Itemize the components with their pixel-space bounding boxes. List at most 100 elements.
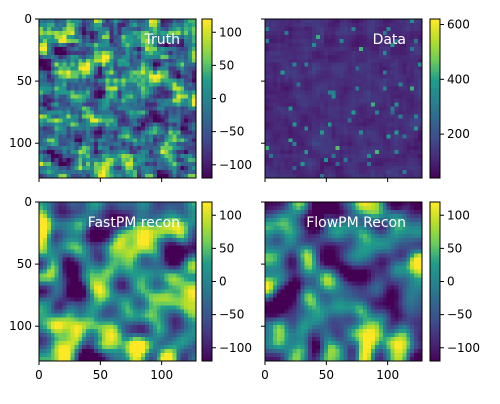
heatmap-cell <box>149 162 153 166</box>
heatmap-cell <box>59 210 63 214</box>
heatmap-cell <box>39 142 43 146</box>
heatmap-cell <box>289 146 293 150</box>
heatmap-cell <box>169 313 173 317</box>
heatmap-cell <box>375 150 379 154</box>
heatmap-cell <box>121 250 125 254</box>
heatmap-cell <box>153 234 157 238</box>
heatmap-cell <box>320 99 324 103</box>
heatmap-cell <box>410 35 414 39</box>
heatmap-cell <box>55 158 59 162</box>
heatmap-cell <box>86 170 90 174</box>
heatmap-cell <box>82 47 86 51</box>
heatmap-cell <box>367 146 371 150</box>
heatmap-cell <box>121 313 125 317</box>
heatmap-cell <box>74 102 78 106</box>
heatmap-cell <box>304 35 308 39</box>
heatmap-cell <box>90 122 94 126</box>
heatmap-cell <box>176 63 180 67</box>
heatmap-cell <box>51 162 55 166</box>
heatmap-cell <box>402 154 406 158</box>
heatmap-cell <box>340 67 344 71</box>
heatmap-cell <box>82 142 86 146</box>
heatmap-cell <box>102 238 106 242</box>
heatmap-cell <box>308 110 312 114</box>
heatmap-cell <box>55 122 59 126</box>
heatmap-cell <box>141 126 145 130</box>
heatmap-cell <box>176 170 180 174</box>
heatmap-cell <box>379 166 383 170</box>
heatmap-cell <box>125 99 129 103</box>
heatmap-cell <box>59 341 63 345</box>
heatmap-cell <box>137 110 141 114</box>
heatmap-cell <box>265 31 269 35</box>
heatmap-cell <box>66 238 70 242</box>
heatmap-cell <box>176 67 180 71</box>
heatmap-cell <box>137 158 141 162</box>
heatmap-cell <box>51 118 55 122</box>
heatmap-cell <box>102 63 106 67</box>
heatmap-cell <box>359 43 363 47</box>
heatmap-cell <box>161 99 165 103</box>
heatmap-cell <box>347 166 351 170</box>
heatmap-cell <box>47 246 51 250</box>
heatmap-cell <box>55 202 59 206</box>
heatmap-cell <box>300 110 304 114</box>
heatmap-cell <box>133 75 137 79</box>
heatmap-cell <box>78 313 82 317</box>
heatmap-cell <box>47 110 51 114</box>
heatmap-cell <box>332 43 336 47</box>
heatmap-cell <box>176 27 180 31</box>
heatmap-cell <box>176 293 180 297</box>
heatmap-cell <box>129 325 133 329</box>
heatmap-cell <box>78 206 82 210</box>
heatmap-cell <box>161 305 165 309</box>
heatmap-cell <box>133 27 137 31</box>
heatmap-cell <box>375 75 379 79</box>
heatmap-cell <box>344 166 348 170</box>
heatmap-cell <box>184 238 188 242</box>
heatmap-cell <box>98 301 102 305</box>
heatmap-cell <box>98 138 102 142</box>
heatmap-cell <box>184 95 188 99</box>
heatmap-cell <box>176 262 180 266</box>
heatmap-cell <box>129 285 133 289</box>
heatmap-cell <box>387 67 391 71</box>
heatmap-cell <box>180 35 184 39</box>
heatmap-cell <box>82 329 86 333</box>
heatmap-cell <box>94 162 98 166</box>
heatmap-cell <box>133 278 137 282</box>
heatmap-cell <box>137 59 141 63</box>
heatmap-cell <box>137 242 141 246</box>
heatmap-cell <box>98 285 102 289</box>
heatmap-cell <box>66 43 70 47</box>
heatmap-cell <box>55 27 59 31</box>
heatmap-cell <box>414 31 418 35</box>
heatmap-cell <box>55 258 59 262</box>
heatmap-cell <box>90 309 94 313</box>
heatmap-cell <box>118 234 122 238</box>
heatmap-cell <box>59 206 63 210</box>
heatmap-cell <box>74 95 78 99</box>
heatmap-cell <box>51 126 55 130</box>
heatmap-cell <box>94 146 98 150</box>
heatmap-cell <box>169 118 173 122</box>
heatmap-cell <box>94 297 98 301</box>
heatmap-cell <box>292 67 296 71</box>
heatmap-cell <box>66 39 70 43</box>
heatmap-cell <box>74 282 78 286</box>
heatmap-cell <box>265 150 269 154</box>
heatmap-cell <box>125 126 129 130</box>
heatmap-cell <box>110 59 114 63</box>
heatmap-cell <box>118 134 122 138</box>
heatmap-cell <box>39 27 43 31</box>
heatmap-cell <box>277 83 281 87</box>
heatmap-cell <box>39 43 43 47</box>
heatmap-cell <box>410 102 414 106</box>
heatmap-cell <box>296 47 300 51</box>
heatmap-cell <box>383 55 387 59</box>
heatmap-cell <box>304 19 308 23</box>
heatmap-cell <box>47 234 51 238</box>
heatmap-cell <box>359 102 363 106</box>
heatmap-cell <box>43 83 47 87</box>
heatmap-cell <box>176 122 180 126</box>
